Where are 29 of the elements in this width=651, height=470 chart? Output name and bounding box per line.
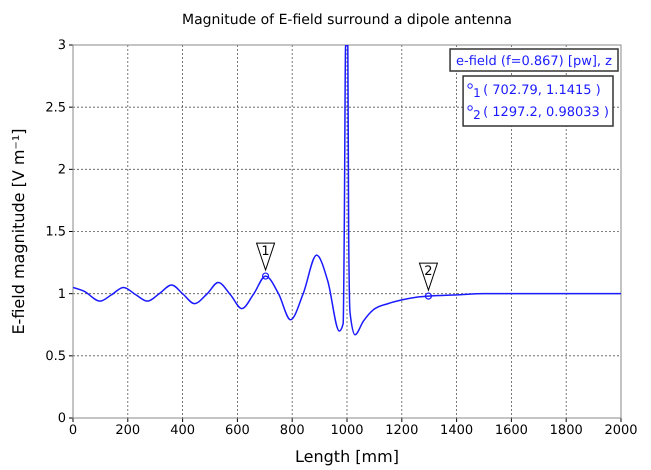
text: e-field (f=0.867) [pw], z (456, 54, 612, 69)
x-tick-label: 200 (115, 423, 140, 438)
y-tick-label: 2 (58, 162, 66, 178)
line-series (73, 45, 621, 336)
annotation: ( 702.79, 1.1415 ) (483, 83, 601, 98)
x-tick-label: 800 (280, 423, 305, 438)
y-tick-label: 2.5 (45, 100, 66, 116)
text: 2 (473, 108, 481, 122)
x-tick-label: 400 (170, 423, 196, 438)
text: 1 (473, 86, 481, 100)
x-tick-label: 600 (224, 423, 250, 438)
x-tick-label: 1400 (440, 423, 474, 438)
annotation: ( 1297.2, 0.98033 ) (483, 105, 609, 120)
annotation: 1 (261, 244, 270, 260)
x-tick-label: 1000 (330, 423, 364, 438)
y-tick-label: 0.5 (45, 348, 66, 364)
x-tick-label: 1200 (385, 423, 418, 438)
x-tick-label: 2000 (604, 423, 638, 438)
y-axis-title: E-field magnitude [V m⁻¹] (9, 128, 28, 335)
y-tick-label: 1 (58, 286, 66, 302)
x-axis-title: Length [mm] (295, 447, 399, 466)
y-tick-label: 3 (58, 38, 66, 54)
y-tick-label: 1.5 (45, 224, 66, 240)
annotation: 2 (424, 264, 433, 280)
y-tick-label: 0 (58, 411, 66, 426)
x-tick-label: 1800 (550, 423, 583, 438)
x-tick-label: 1600 (494, 423, 528, 438)
chart-title: Magnitude of E-field surround a dipole antenna (182, 12, 512, 28)
x-tick-label: 0 (68, 423, 78, 438)
